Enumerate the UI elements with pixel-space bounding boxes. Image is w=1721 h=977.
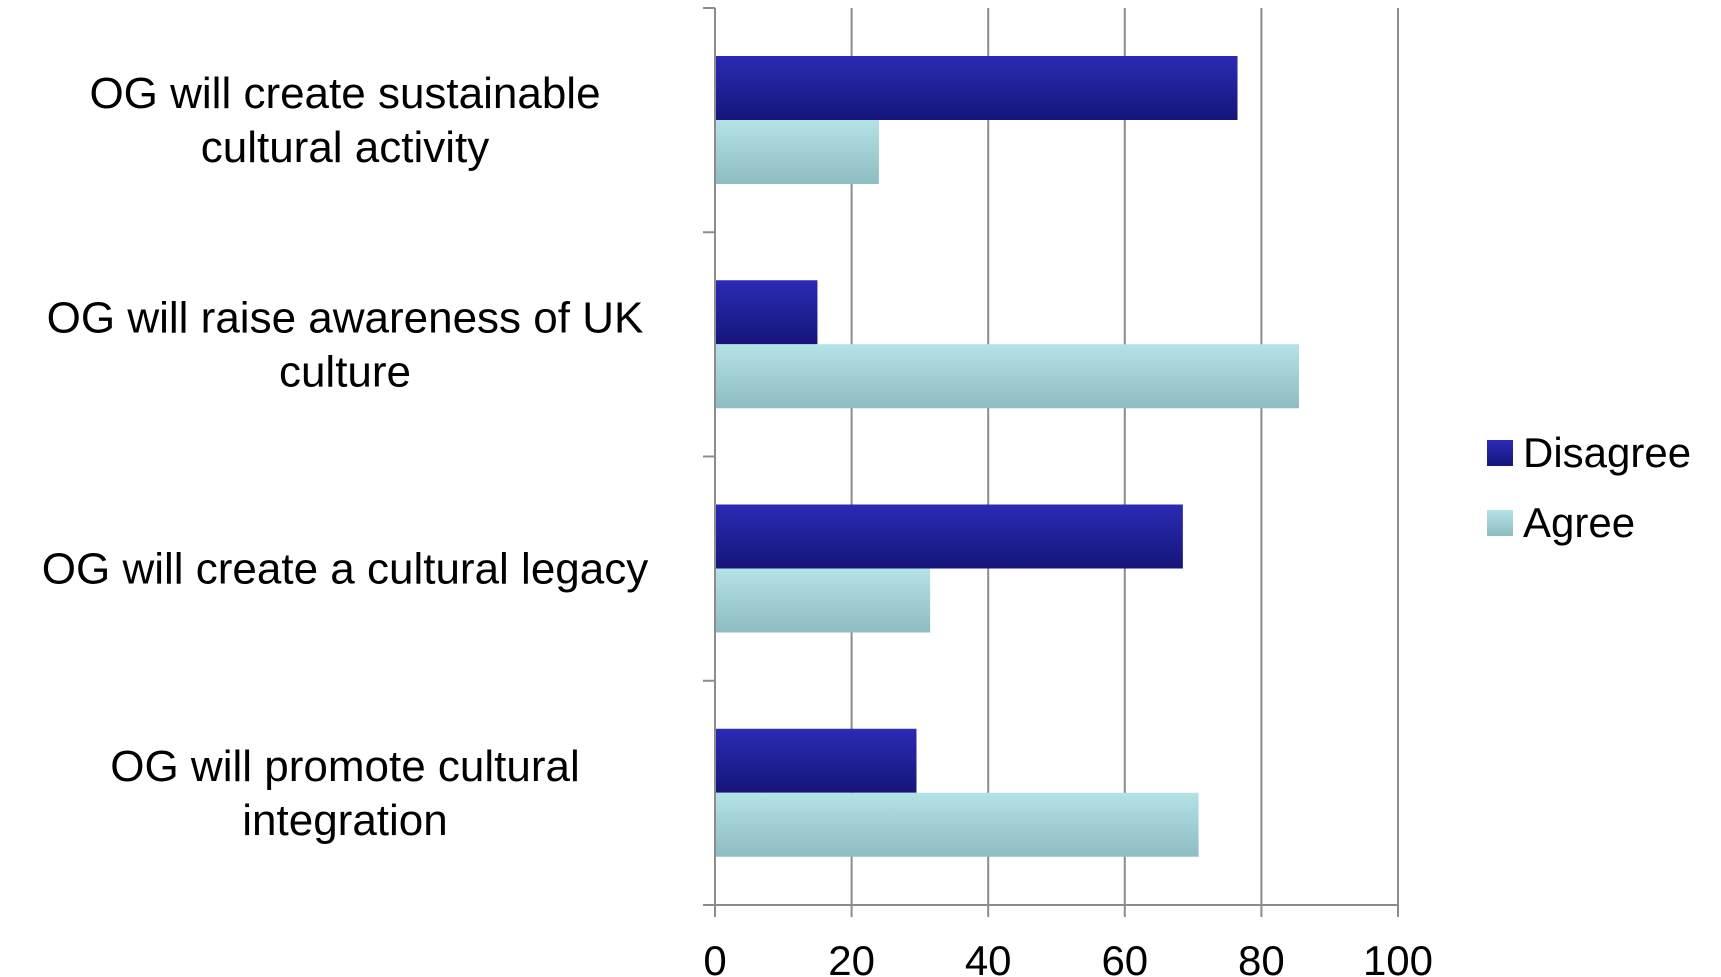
category-labels: OG will create sustainable cultural activ… [42,69,648,845]
bar-disagree-1 [715,56,1238,120]
bar-disagree-4 [715,728,917,793]
bar-agree-2 [715,344,1299,409]
category-label: OG will raise awareness of UK culture [47,293,644,396]
legend-swatch-agree [1487,510,1513,536]
category-label: OG will promote cultural integration [110,742,579,845]
x-tick-label: 60 [1101,937,1148,977]
x-tick-label: 40 [965,937,1012,977]
bars [715,56,1299,857]
bar-agree-1 [715,120,879,184]
x-tick-label: 0 [703,937,726,977]
legend-label-disagree: Disagree [1523,429,1691,476]
category-label: OG will create sustainable cultural activ… [89,69,600,172]
legend: Disagree Agree [1487,429,1691,546]
gridlines [850,8,1399,905]
bar-disagree-2 [715,280,818,345]
bar-agree-3 [715,568,931,633]
bar-agree-4 [715,792,1199,857]
legend-label-agree: Agree [1523,499,1635,546]
category-label: OG will create a cultural legacy [42,545,648,594]
axes: 0 20 40 60 80 100 [703,7,1433,977]
x-tick-label: 80 [1238,937,1285,977]
x-tick-label: 100 [1363,937,1433,977]
legend-swatch-disagree [1487,440,1513,466]
x-tick-label: 20 [828,937,875,977]
bar-disagree-3 [715,504,1183,569]
